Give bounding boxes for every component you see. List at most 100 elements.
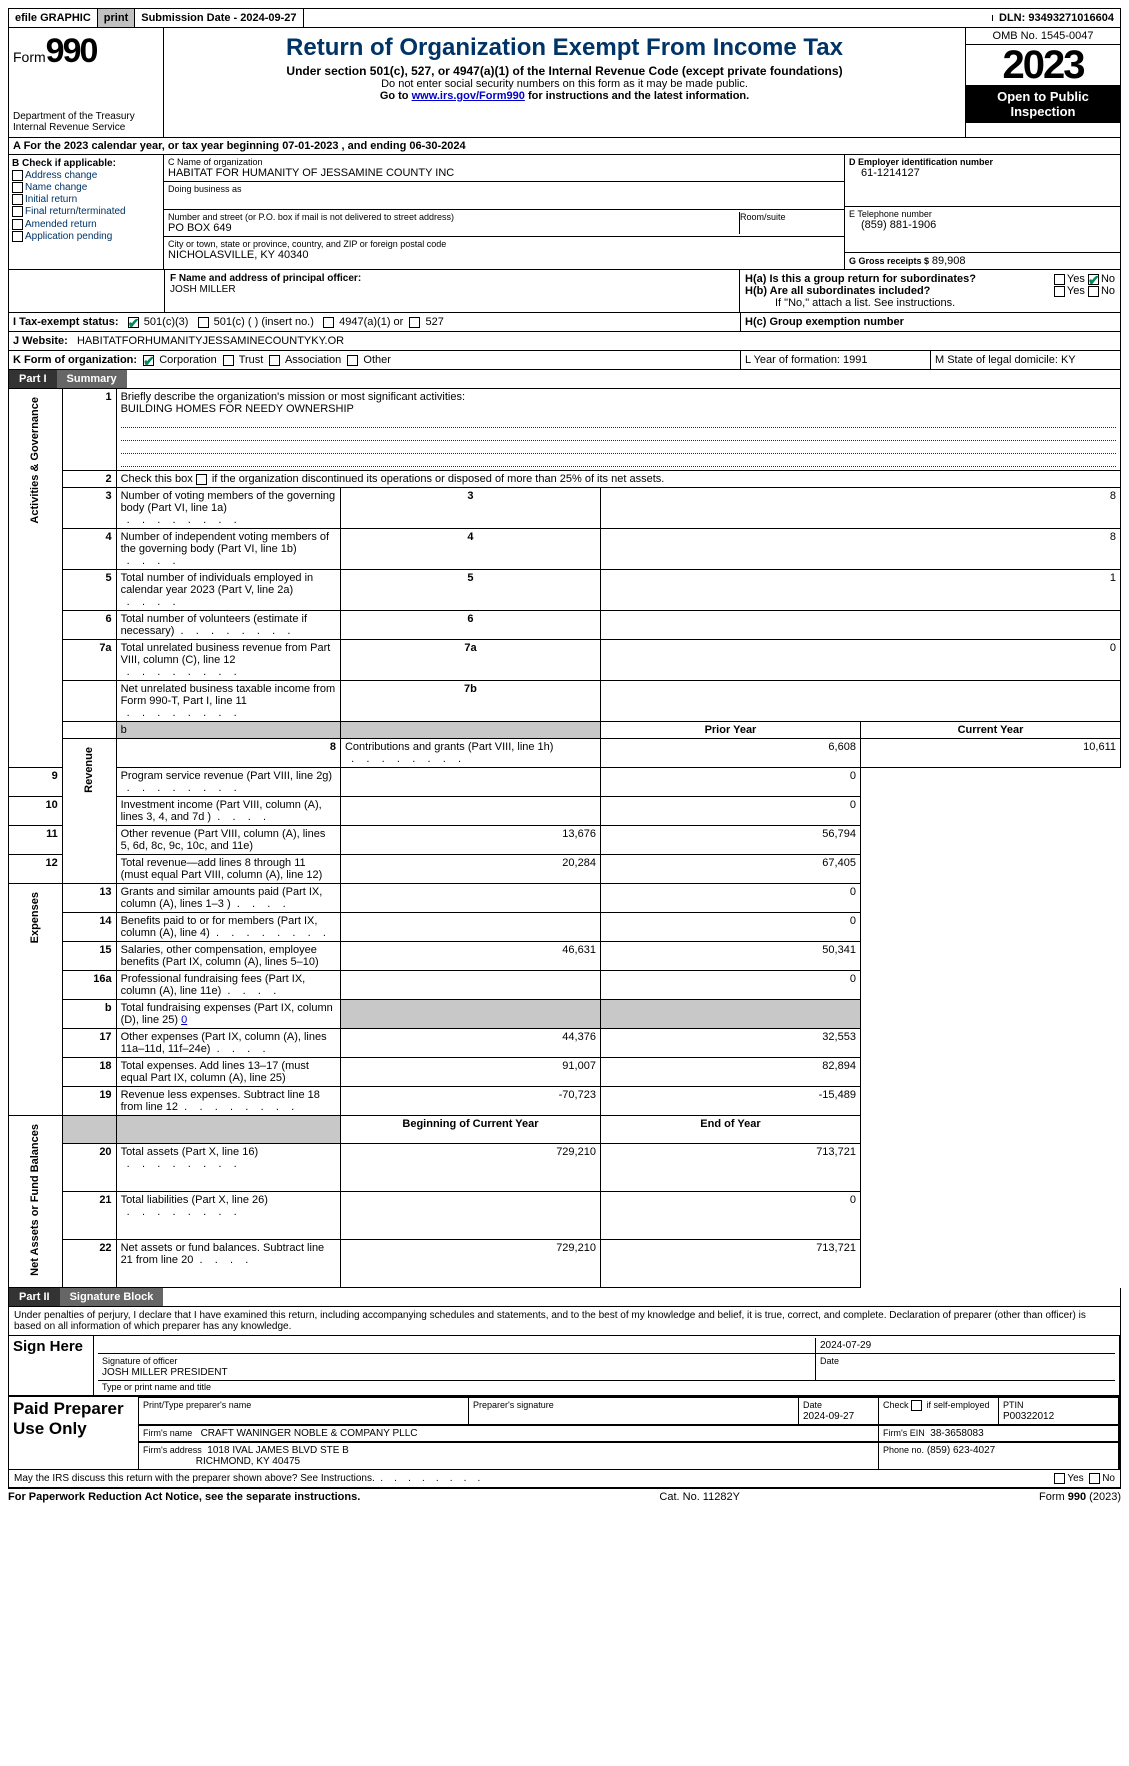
city-state-zip: NICHOLASVILLE, KY 40340 [168, 249, 840, 261]
checkbox-icon[interactable] [1089, 1473, 1100, 1484]
checkbox-icon[interactable] [409, 317, 420, 328]
c18: 82,894 [600, 1058, 860, 1087]
p11: 13,676 [340, 826, 600, 855]
checkbox-icon[interactable] [223, 355, 234, 366]
checkbox-icon[interactable] [143, 355, 154, 366]
l16b: Total fundraising expenses (Part IX, col… [121, 1002, 333, 1026]
checkbox-icon[interactable] [1054, 286, 1065, 297]
may-discuss-row: May the IRS discuss this return with the… [9, 1469, 1120, 1487]
p19: -70,723 [340, 1087, 600, 1116]
checkbox-icon[interactable] [1088, 274, 1099, 285]
p17: 44,376 [340, 1029, 600, 1058]
checkbox-icon[interactable] [12, 182, 23, 193]
p15: 46,631 [340, 942, 600, 971]
part2-title: Signature Block [60, 1288, 164, 1306]
paperwork-notice: For Paperwork Reduction Act Notice, see … [8, 1491, 360, 1503]
form-label: Form [13, 49, 46, 65]
street-address: PO BOX 649 [168, 222, 739, 234]
l8: Contributions and grants (Part VIII, lin… [345, 741, 554, 753]
checkbox-icon[interactable] [196, 474, 207, 485]
checkbox-icon[interactable] [12, 219, 23, 230]
c10: 0 [600, 797, 860, 826]
checkbox-icon[interactable] [1054, 1473, 1065, 1484]
col-current: Current Year [860, 722, 1120, 739]
opt-application-pending[interactable]: Application pending [12, 231, 160, 242]
p22: 729,210 [340, 1239, 600, 1287]
c22: 713,721 [600, 1239, 860, 1287]
checkbox-icon[interactable] [1088, 286, 1099, 297]
preparer-name-label: Print/Type preparer's name [143, 1400, 251, 1410]
opt-final-return[interactable]: Final return/terminated [12, 206, 160, 217]
firm-phone: (859) 623-4027 [927, 1445, 995, 1456]
print-button[interactable]: print [98, 9, 135, 27]
c9: 0 [600, 768, 860, 797]
paid-preparer-label: Paid Preparer Use Only [9, 1396, 139, 1469]
c20: 713,721 [600, 1144, 860, 1192]
v7b [600, 681, 1120, 722]
l11: Other revenue (Part VIII, column (A), li… [116, 826, 340, 855]
c-name-label: C Name of organization [168, 157, 840, 167]
f-h-block: F Name and address of principal officer:… [8, 270, 1121, 313]
firm-addr2: RICHMOND, KY 40475 [196, 1456, 300, 1467]
preparer-sig-label: Preparer's signature [473, 1400, 554, 1410]
firm-ein-label: Firm's EIN [883, 1428, 925, 1438]
l21: Total liabilities (Part X, line 26) [121, 1194, 268, 1206]
hc-label: H(c) Group exemption number [745, 316, 904, 328]
l4-text: Number of independent voting members of … [121, 531, 330, 555]
form-ref: Form 990 (2023) [1039, 1491, 1121, 1503]
opt-initial-return[interactable]: Initial return [12, 194, 160, 205]
l2-text: Check this box if the organization disco… [121, 473, 665, 485]
submission-date: Submission Date - 2024-09-27 [135, 9, 303, 27]
dln: DLN: 93493271016604 [993, 9, 1120, 27]
l18: Total expenses. Add lines 13–17 (must eq… [116, 1058, 340, 1087]
firm-addr1: 1018 IVAL JAMES BLVD STE B [207, 1445, 349, 1456]
v4: 8 [600, 529, 1120, 570]
declaration: Under penalties of perjury, I declare th… [9, 1307, 1120, 1335]
checkbox-icon[interactable] [269, 355, 280, 366]
l5-text: Total number of individuals employed in … [121, 572, 314, 596]
checkbox-icon[interactable] [1054, 274, 1065, 285]
opt-amended-return[interactable]: Amended return [12, 219, 160, 230]
irs-link[interactable]: www.irs.gov/Form990 [412, 90, 525, 102]
p18: 91,007 [340, 1058, 600, 1087]
col-d: D Employer identification number 61-1214… [845, 155, 1120, 269]
ptin-value: P00322012 [1003, 1411, 1054, 1422]
checkbox-icon[interactable] [911, 1400, 922, 1411]
checkbox-icon[interactable] [198, 317, 209, 328]
checkbox-icon[interactable] [128, 317, 139, 328]
signature-block: Under penalties of perjury, I declare th… [8, 1307, 1121, 1488]
dba-label: Doing business as [168, 184, 840, 194]
row-j: J Website: HABITATFORHUMANITYJESSAMINECO… [8, 332, 1121, 351]
page-footer: For Paperwork Reduction Act Notice, see … [8, 1488, 1121, 1503]
firm-addr-label: Firm's address [143, 1445, 202, 1455]
l16b-link[interactable]: 0 [181, 1014, 187, 1026]
tax-year: 2023 [966, 45, 1120, 85]
section-activities: Activities & Governance [9, 389, 63, 768]
checkbox-icon[interactable] [12, 231, 23, 242]
firm-name-label: Firm's name [143, 1428, 192, 1438]
f-label: F Name and address of principal officer: [170, 273, 734, 284]
col-eoy: End of Year [600, 1116, 860, 1144]
public-inspection: Open to Public Inspection [966, 85, 1120, 123]
col-b: B Check if applicable: Address change Na… [9, 155, 164, 269]
checkbox-icon[interactable] [12, 206, 23, 217]
i-label: I Tax-exempt status: [13, 316, 119, 328]
part1-num: Part I [9, 370, 57, 388]
checkbox-icon[interactable] [12, 194, 23, 205]
sign-here: Sign Here [9, 1335, 94, 1395]
l9: Program service revenue (Part VIII, line… [121, 770, 333, 782]
summary-table: Activities & Governance 1 Briefly descri… [8, 389, 1121, 1288]
part2-num: Part II [9, 1288, 60, 1306]
hb-note: If "No," attach a list. See instructions… [745, 297, 1115, 309]
l3-text: Number of voting members of the governin… [121, 490, 336, 514]
checkbox-icon[interactable] [323, 317, 334, 328]
hb-label: H(b) Are all subordinates included? [745, 285, 930, 297]
checkbox-icon[interactable] [347, 355, 358, 366]
opt-name-change[interactable]: Name change [12, 182, 160, 193]
hb-row: H(b) Are all subordinates included? Yes … [745, 285, 1115, 297]
checkbox-icon[interactable] [12, 170, 23, 181]
opt-address-change[interactable]: Address change [12, 170, 160, 181]
c21: 0 [600, 1191, 860, 1239]
phone-value: (859) 881-1906 [849, 219, 1116, 231]
v7a: 0 [600, 640, 1120, 681]
